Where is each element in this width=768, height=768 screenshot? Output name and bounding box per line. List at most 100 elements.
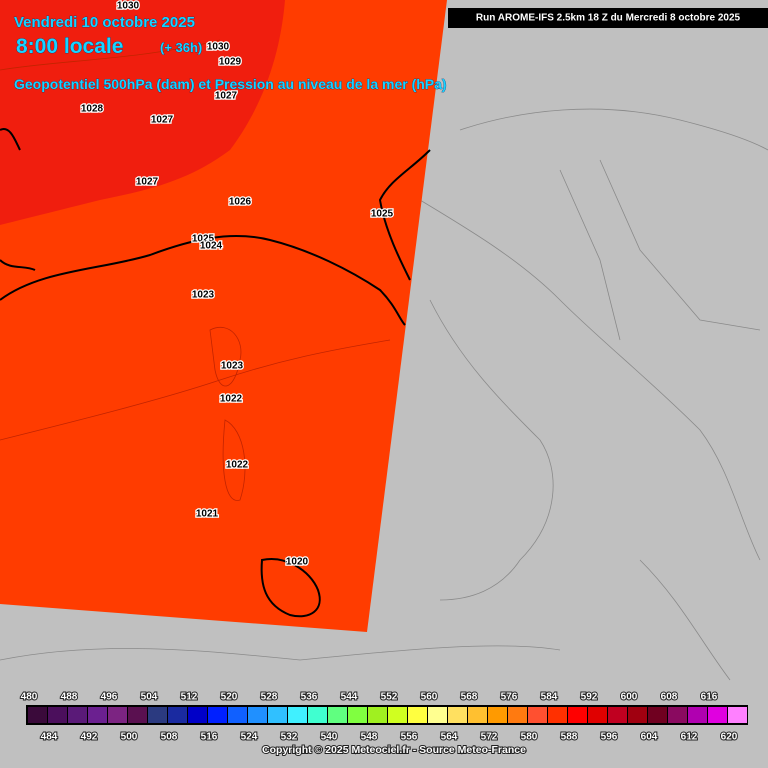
legend-label: 600 [621,692,638,703]
legend-swatch [348,707,367,723]
contours [0,39,391,501]
legend-swatch [208,707,227,723]
legend-swatch [328,707,347,723]
legend-swatch [568,707,587,723]
legend-label: 560 [421,692,438,703]
isobar-label: 1023 [221,361,244,372]
isobar-label: 1030 [117,1,140,12]
legend-label: 564 [441,732,458,743]
isobar-label: 1025 [192,234,215,245]
isobar-label: 1030 [207,42,230,53]
legend-label: 500 [121,732,138,743]
legend-swatch [228,707,247,723]
legend-swatch [308,707,327,723]
legend-label: 596 [601,732,618,743]
legend-swatch [28,707,47,723]
legend-label: 568 [461,692,478,703]
legend-swatch [728,707,747,723]
legend-swatch [188,707,207,723]
legend-label: 608 [661,692,678,703]
legend-label: 620 [721,732,738,743]
legend-label: 508 [161,732,178,743]
isobar-label: 1022 [220,394,243,405]
legend-label: 604 [641,732,658,743]
legend-label: 556 [401,732,418,743]
legend-swatch [528,707,547,723]
legend-swatch [88,707,107,723]
legend-label: 576 [501,692,518,703]
legend-swatch [428,707,447,723]
isobar-label: 1023 [192,290,215,301]
legend-label: 544 [341,692,358,703]
legend-swatch [408,707,427,723]
legend-label: 588 [561,732,578,743]
isobar-label: 1027 [215,91,238,102]
legend-label: 540 [321,732,338,743]
legend-label: 552 [381,692,398,703]
legend-swatch [468,707,487,723]
isobar-label: 1024 [200,241,223,252]
isobar-label: 1028 [81,104,104,115]
legend-swatch [448,707,467,723]
isobar-label: 1025 [371,209,394,220]
isobar-label: 1021 [196,509,219,520]
legend-swatch [668,707,687,723]
legend-label: 584 [541,692,558,703]
legend-label: 612 [681,732,698,743]
legend-label: 536 [301,692,318,703]
legend-label: 532 [281,732,298,743]
legend-label: 504 [141,692,158,703]
legend-swatch [108,707,127,723]
legend-label: 616 [701,692,718,703]
legend-swatch [588,707,607,723]
borders [0,108,768,681]
legend-label: 484 [41,732,58,743]
copyright: Copyright © 2025 Meteociel.fr - Source M… [262,744,526,756]
time: 8:00 locale [16,35,123,58]
isobar-label: 1026 [229,197,252,208]
date: Vendredi 10 octobre 2025 [14,14,195,31]
legend-label: 572 [481,732,498,743]
legend-label: 488 [61,692,78,703]
isobar-label: 1022 [226,460,249,471]
legend-label: 516 [201,732,218,743]
legend-label: 592 [581,692,598,703]
legend-swatch [508,707,527,723]
legend-swatch [708,707,727,723]
legend-swatch [388,707,407,723]
field-title: Geopotentiel 500hPa (dam) et Pression au… [14,76,447,92]
legend-swatch [148,707,167,723]
legend-swatch [688,707,707,723]
legend-label: 528 [261,692,278,703]
legend-swatch [548,707,567,723]
legend-swatch [68,707,87,723]
lead-time: (+ 36h) [160,40,202,55]
legend-label: 524 [241,732,258,743]
legend-swatch [368,707,387,723]
legend-swatch [488,707,507,723]
coastlines [0,128,431,618]
legend-swatch [288,707,307,723]
legend-swatch [248,707,267,723]
legend-label: 520 [221,692,238,703]
legend-label: 580 [521,732,538,743]
legend-label: 496 [101,692,118,703]
legend-swatch [648,707,667,723]
legend-swatch [48,707,67,723]
run-box [448,8,768,28]
isobar-label: 1027 [136,177,159,188]
run-info: Run AROME-IFS 2.5km 18 Z du Mercredi 8 o… [476,13,741,24]
isobar-label: 1029 [219,57,242,68]
legend-swatch [128,707,147,723]
legend-label: 512 [181,692,198,703]
legend-swatch [628,707,647,723]
legend-label: 492 [81,732,98,743]
legend-label: 480 [21,692,38,703]
legend-swatch [268,707,287,723]
isobar-label: 1020 [286,557,309,568]
legend-label: 548 [361,732,378,743]
isobar-label: 1027 [151,115,174,126]
field-high [0,0,285,225]
